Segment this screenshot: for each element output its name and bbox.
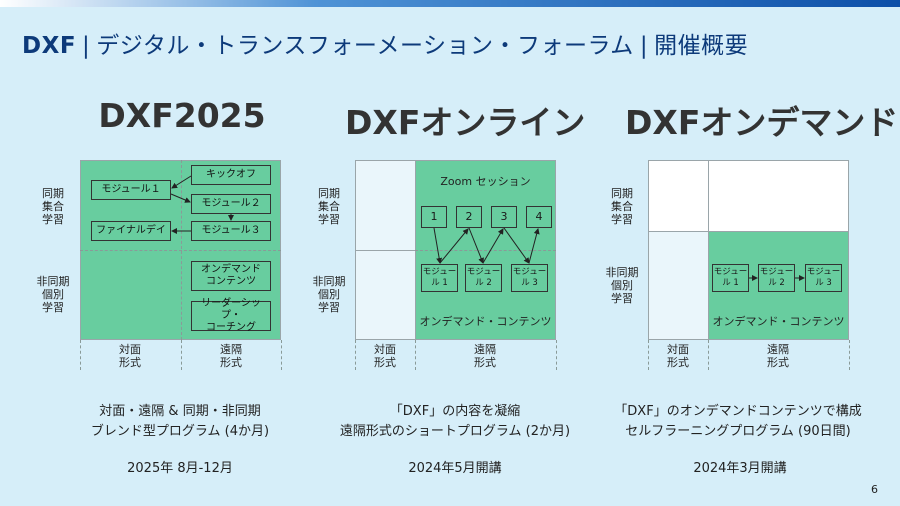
module-2: モジュール２ bbox=[191, 194, 271, 214]
arrow-kickoff-to-m1 bbox=[171, 175, 192, 189]
module-1: モジュール１ bbox=[91, 180, 171, 200]
session-1: 1 bbox=[421, 206, 447, 228]
online-axis-right bbox=[556, 340, 557, 370]
online-axis-left bbox=[355, 340, 356, 370]
ondemand-module-2: モジュー ル 2 bbox=[758, 264, 795, 292]
dxf2025-axis-right bbox=[281, 340, 282, 370]
axis-label-sync-2: 同期 集合 学習 bbox=[318, 187, 340, 226]
arrow-m1-to-m2 bbox=[170, 193, 191, 203]
axis-label-remote-3: 遠隔 形式 bbox=[767, 343, 789, 369]
online-axis-mid bbox=[415, 340, 416, 370]
title-text: デジタル・トランスフォーメーション・フォーラム bbox=[96, 33, 634, 59]
module-finalday: ファイナルデイ bbox=[91, 221, 171, 241]
axis-label-face-1: 対面 形式 bbox=[119, 343, 141, 369]
slide-title: DXF | デジタル・トランスフォーメーション・フォーラム | 開催概要 bbox=[22, 26, 748, 60]
title-section: 開催概要 bbox=[654, 33, 749, 59]
dxf2025-midline-h bbox=[80, 250, 281, 251]
ondemand-axis-right bbox=[849, 340, 850, 370]
ondemand-description: 「DXF」のオンデマンドコンテンツで構成 セルフラーニングプログラム (90日間… bbox=[614, 404, 862, 439]
title-separator-2: | bbox=[639, 33, 649, 59]
panel-heading-dxf-ondemand: DXFオンデマンド bbox=[625, 103, 899, 142]
axis-label-sync-3: 同期 集合 学習 bbox=[611, 187, 633, 226]
axis-label-face-2: 対面 形式 bbox=[374, 343, 396, 369]
dxf2025-midline-v bbox=[181, 160, 182, 340]
axis-label-async: 非同期 個別 学習 bbox=[36, 275, 70, 314]
axis-label-face-3: 対面 形式 bbox=[667, 343, 689, 369]
dxf2025-axis-left bbox=[80, 340, 81, 370]
ondemand-cell-face-async bbox=[648, 231, 709, 340]
panel-heading-dxf-online: DXFオンライン bbox=[345, 103, 586, 142]
online-module-3: モジュー ル 3 bbox=[511, 264, 548, 292]
ondemand-contents-label: オンデマンド・コンテンツ bbox=[712, 315, 845, 328]
dxf2025-description: 対面・遠隔 & 同期・非同期 ブレンド型プログラム (4か月) bbox=[90, 404, 270, 439]
panel-heading-dxf2025: DXF2025 bbox=[98, 96, 266, 135]
axis-label-remote-2: 遠隔 形式 bbox=[474, 343, 496, 369]
online-cell-face-async bbox=[355, 250, 416, 340]
module-kickoff: キックオフ bbox=[191, 165, 271, 185]
online-description: 「DXF」の内容を凝縮 遠隔形式のショートプログラム (2か月) bbox=[339, 404, 571, 439]
online-midline-h bbox=[415, 250, 556, 251]
online-module-2: モジュー ル 2 bbox=[465, 264, 502, 292]
ondemand-module-3: モジュー ル 3 bbox=[805, 264, 842, 292]
online-contents-label: オンデマンド・コンテンツ bbox=[419, 315, 552, 328]
ondemand-module-1: モジュー ル 1 bbox=[712, 264, 749, 292]
dxf2025-axis-mid bbox=[181, 340, 182, 370]
online-module-1: モジュー ル 1 bbox=[421, 264, 458, 292]
axis-label-sync: 同期 集合 学習 bbox=[42, 187, 64, 226]
zoom-session-label: Zoom セッション bbox=[440, 175, 531, 188]
module-ondemand-contents: オンデマンド コンテンツ bbox=[191, 261, 271, 291]
online-date: 2024年5月開講 bbox=[408, 461, 502, 476]
module-leadership-coaching: リーダーシップ・ コーチング bbox=[191, 298, 271, 333]
ondemand-axis-left bbox=[648, 340, 649, 370]
top-accent-bar bbox=[0, 0, 900, 7]
ondemand-cell-remote-sync bbox=[708, 160, 849, 232]
session-4: 4 bbox=[526, 206, 552, 228]
title-separator: | bbox=[82, 33, 91, 59]
ondemand-date: 2024年3月開講 bbox=[693, 461, 787, 476]
axis-label-remote-1: 遠隔 形式 bbox=[220, 343, 242, 369]
page-number: 6 bbox=[871, 483, 878, 496]
axis-label-async-3: 非同期 個別 学習 bbox=[605, 266, 639, 305]
title-brand: DXF bbox=[22, 33, 77, 59]
ondemand-axis-mid bbox=[708, 340, 709, 370]
axis-label-async-2: 非同期 個別 学習 bbox=[312, 275, 346, 314]
session-2: 2 bbox=[456, 206, 482, 228]
module-3: モジュール３ bbox=[191, 221, 271, 241]
dxf2025-date: 2025年 8月-12月 bbox=[127, 461, 233, 476]
session-3: 3 bbox=[491, 206, 517, 228]
